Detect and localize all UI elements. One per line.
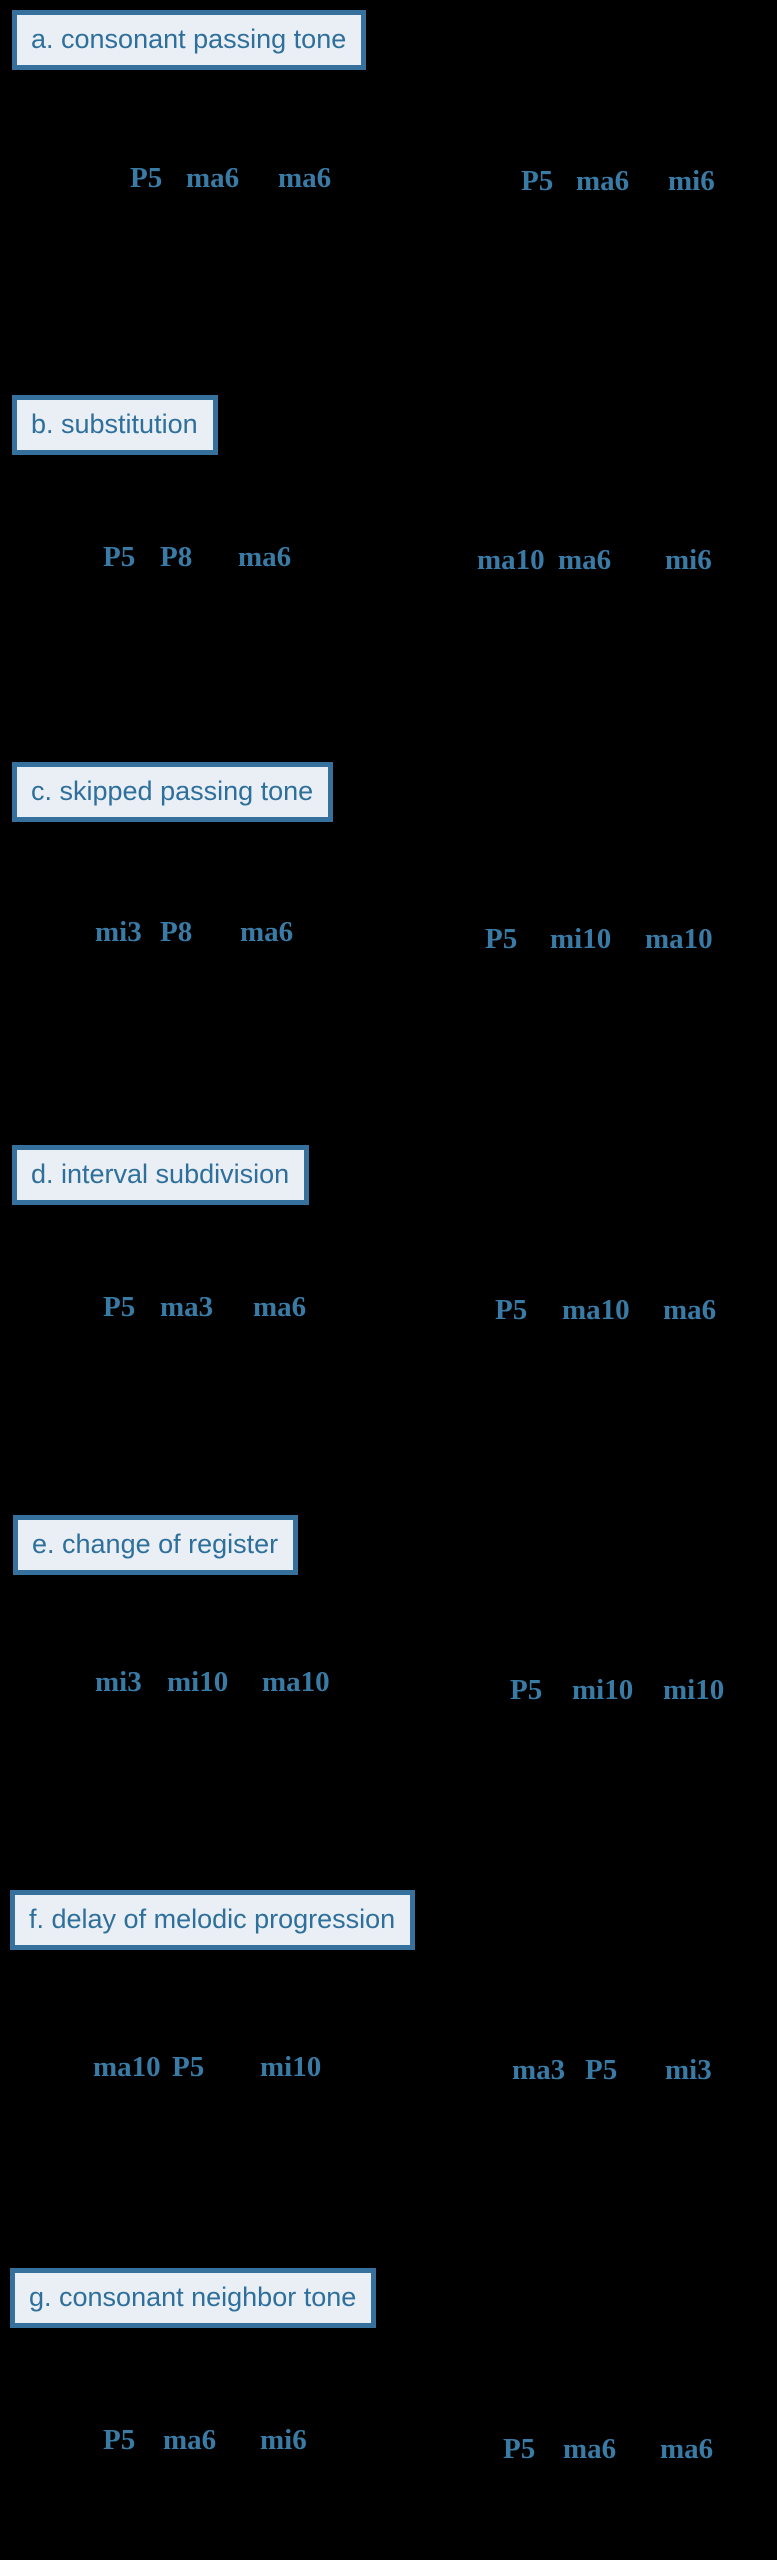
interval-label: P5 <box>510 1674 543 1706</box>
interval-label: mi10 <box>550 923 612 955</box>
interval-label: ma3 <box>160 1291 214 1323</box>
section-label-a: a. consonant passing tone <box>12 10 367 70</box>
section-label-d: d. interval subdivision <box>12 1145 310 1205</box>
interval-label: ma10 <box>562 1294 630 1326</box>
interval-label: ma6 <box>576 165 630 197</box>
interval-label: ma10 <box>477 544 545 576</box>
interval-label: ma6 <box>563 2433 617 2465</box>
interval-label: ma6 <box>278 162 332 194</box>
interval-label: ma6 <box>253 1291 307 1323</box>
interval-label: P8 <box>160 916 193 948</box>
section-label-g: g. consonant neighbor tone <box>10 2268 377 2328</box>
interval-label: mi3 <box>665 2054 712 2086</box>
interval-label: P5 <box>495 1294 528 1326</box>
interval-label: P5 <box>585 2054 618 2086</box>
interval-label: P5 <box>503 2433 536 2465</box>
section-label-b: b. substitution <box>12 395 218 455</box>
interval-label: P5 <box>130 162 163 194</box>
interval-label: ma10 <box>645 923 713 955</box>
interval-label: mi10 <box>663 1674 725 1706</box>
interval-label: P5 <box>103 1291 136 1323</box>
section-label-e: e. change of register <box>13 1515 299 1575</box>
interval-label: ma6 <box>163 2424 217 2456</box>
interval-label: P5 <box>521 165 554 197</box>
interval-label: mi3 <box>95 1666 142 1698</box>
interval-label: ma6 <box>186 162 240 194</box>
interval-label: P5 <box>485 923 518 955</box>
interval-label: ma6 <box>240 916 294 948</box>
interval-label: mi6 <box>260 2424 307 2456</box>
interval-label: ma10 <box>93 2051 161 2083</box>
interval-label: mi10 <box>572 1674 634 1706</box>
interval-label: ma6 <box>663 1294 717 1326</box>
section-label-c: c. skipped passing tone <box>12 762 334 822</box>
interval-label: ma6 <box>660 2433 714 2465</box>
interval-label: mi6 <box>665 544 712 576</box>
section-label-f: f. delay of melodic progression <box>10 1890 416 1950</box>
interval-label: P8 <box>160 541 193 573</box>
interval-label: ma6 <box>558 544 612 576</box>
interval-label: ma6 <box>238 541 292 573</box>
interval-label: P5 <box>103 541 136 573</box>
interval-label: mi10 <box>260 2051 322 2083</box>
interval-label: mi3 <box>95 916 142 948</box>
interval-label: mi10 <box>167 1666 229 1698</box>
interval-label: P5 <box>103 2424 136 2456</box>
interval-label: P5 <box>172 2051 205 2083</box>
interval-label: ma3 <box>512 2054 566 2086</box>
interval-label: mi6 <box>668 165 715 197</box>
interval-label: ma10 <box>262 1666 330 1698</box>
